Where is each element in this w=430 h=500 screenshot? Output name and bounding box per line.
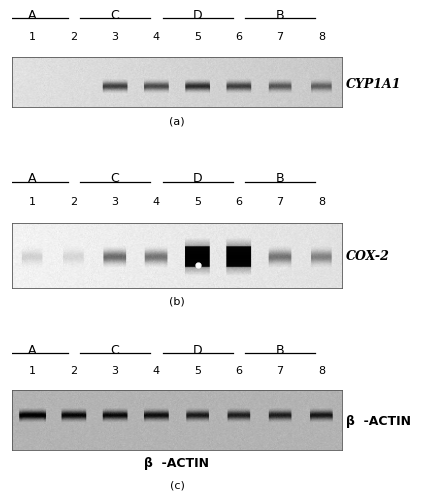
- Text: 2: 2: [70, 366, 77, 376]
- Text: (b): (b): [169, 297, 184, 307]
- Text: C: C: [111, 172, 119, 186]
- Text: 2: 2: [70, 197, 77, 207]
- Text: 5: 5: [194, 366, 201, 376]
- Text: β  -ACTIN: β -ACTIN: [144, 458, 209, 470]
- Text: 1: 1: [29, 366, 36, 376]
- Text: 3: 3: [111, 32, 118, 42]
- Text: 4: 4: [153, 366, 160, 376]
- Text: 3: 3: [111, 197, 118, 207]
- Text: B: B: [275, 344, 284, 357]
- Text: C: C: [111, 9, 119, 22]
- Text: D: D: [192, 172, 202, 186]
- Text: 7: 7: [276, 366, 283, 376]
- Text: 6: 6: [235, 366, 242, 376]
- Text: β  -ACTIN: β -ACTIN: [345, 416, 410, 428]
- Text: 5: 5: [194, 197, 201, 207]
- Text: A: A: [28, 9, 37, 22]
- Text: 4: 4: [153, 32, 160, 42]
- Text: 8: 8: [317, 197, 324, 207]
- Text: 1: 1: [29, 32, 36, 42]
- Text: CYP1A1: CYP1A1: [345, 78, 401, 90]
- Text: A: A: [28, 172, 37, 186]
- Text: (a): (a): [169, 116, 184, 126]
- Text: 6: 6: [235, 197, 242, 207]
- Text: COX-2: COX-2: [345, 250, 389, 264]
- Text: 5: 5: [194, 32, 201, 42]
- Text: 7: 7: [276, 197, 283, 207]
- Text: 8: 8: [317, 366, 324, 376]
- Text: 4: 4: [153, 197, 160, 207]
- Text: D: D: [192, 9, 202, 22]
- Text: 2: 2: [70, 32, 77, 42]
- Text: B: B: [275, 172, 284, 186]
- Text: 1: 1: [29, 197, 36, 207]
- Text: (c): (c): [169, 481, 184, 491]
- Text: 3: 3: [111, 366, 118, 376]
- Text: 6: 6: [235, 32, 242, 42]
- Text: A: A: [28, 344, 37, 357]
- Text: 7: 7: [276, 32, 283, 42]
- Text: C: C: [111, 344, 119, 357]
- Text: B: B: [275, 9, 284, 22]
- Text: D: D: [192, 344, 202, 357]
- Text: 8: 8: [317, 32, 324, 42]
